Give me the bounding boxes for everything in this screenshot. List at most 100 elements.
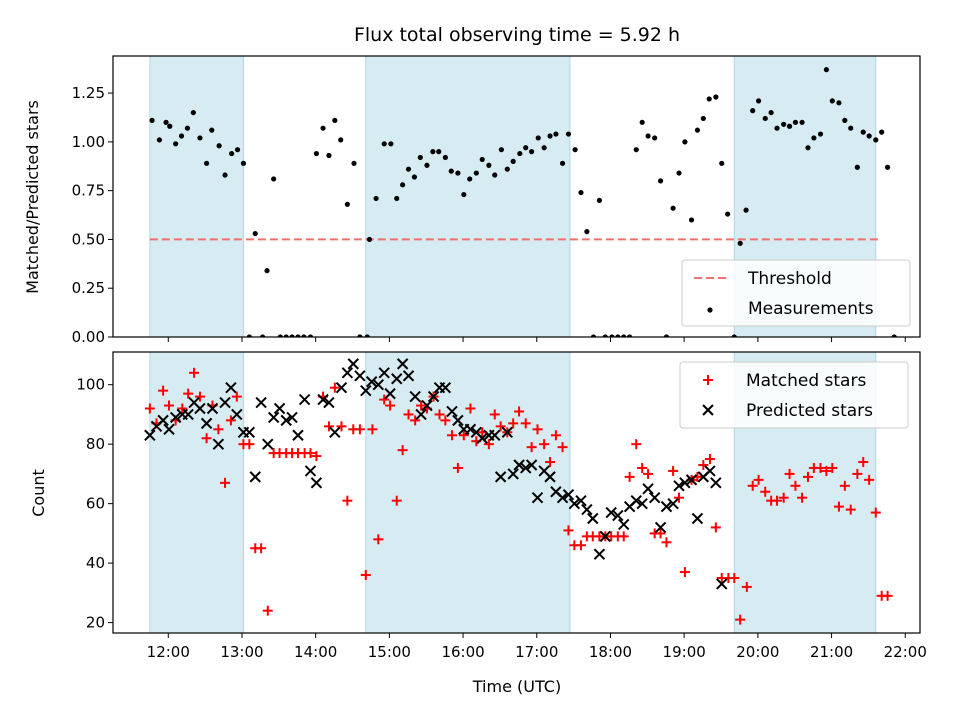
- matched-stars-point: [797, 492, 808, 503]
- measurement-point: [234, 147, 241, 153]
- predicted-stars-point: [157, 414, 169, 427]
- matched-stars-point: [194, 391, 205, 402]
- predicted-stars-point: [446, 405, 458, 418]
- measurement-point: [388, 141, 394, 147]
- measurement-point: [792, 119, 799, 125]
- bottom-legend: Matched stars Predicted stars: [679, 361, 909, 429]
- predicted-stars-point: [587, 512, 599, 525]
- matched-stars-point: [360, 570, 371, 581]
- predicted-stars-point: [520, 462, 532, 474]
- predicted-stars-point: [365, 376, 378, 388]
- measurement-point: [411, 174, 418, 180]
- measurement-point: [313, 150, 320, 157]
- y-tick-label: 0.50: [72, 230, 105, 248]
- measurement-point: [338, 137, 344, 143]
- predicted-stars-point: [378, 367, 390, 379]
- measurement-point: [430, 149, 436, 155]
- matched-stars-point: [747, 480, 758, 491]
- matched-stars-point: [729, 572, 740, 583]
- measurement-point: [799, 119, 805, 125]
- matched-stars-point: [624, 471, 635, 482]
- measurement-point: [553, 131, 559, 137]
- matched-stars-point: [882, 590, 893, 601]
- measurement-point: [455, 170, 461, 176]
- x-tick-label: 22:00: [884, 643, 927, 661]
- matched-stars-point: [379, 394, 390, 405]
- matched-stars-point: [668, 465, 679, 476]
- measurement-point: [203, 160, 210, 166]
- matched-stars-point: [563, 525, 574, 536]
- measurement-point: [364, 334, 370, 337]
- matched-stars-point: [447, 430, 458, 441]
- predicted-stars-point: [513, 459, 525, 471]
- top-legend: Threshold Measurements: [681, 259, 911, 327]
- measurement-point: [848, 125, 854, 131]
- matched-stars-point: [367, 424, 378, 435]
- predicted-stars-point: [206, 402, 219, 415]
- predicted-stars-point: [618, 518, 630, 531]
- measurement-point: [731, 334, 737, 337]
- predicted-stars-point: [182, 408, 194, 421]
- x-tick-label: 21:00: [810, 643, 853, 661]
- x-tick-label: 17:00: [515, 643, 558, 661]
- predicted-stars-point: [249, 471, 261, 483]
- matched-stars-point: [790, 480, 801, 491]
- predicted-stars-point: [630, 494, 642, 507]
- measurement-point: [381, 141, 387, 147]
- measurement-point: [240, 160, 247, 166]
- measurement-point: [559, 160, 566, 166]
- predicted-stars-point: [267, 411, 280, 424]
- x-axis-label: Time (UTC): [472, 677, 561, 696]
- matched-stars-point: [845, 504, 856, 515]
- predicted-stars-point: [415, 408, 427, 421]
- measurement-point: [209, 127, 215, 133]
- chart-title: Flux total observing time = 5.92 h: [354, 24, 680, 46]
- measurement-point: [283, 334, 289, 337]
- measurement-point: [627, 334, 633, 337]
- matched-stars-point: [329, 382, 340, 393]
- matched-stars-point: [870, 507, 881, 518]
- predicted-stars-point: [507, 468, 519, 480]
- matched-stars-point: [741, 581, 752, 592]
- matched-stars-point: [416, 400, 427, 411]
- matched-stars-point: [839, 480, 850, 491]
- matched-stars-point: [231, 391, 242, 402]
- measurement-point: [676, 170, 682, 176]
- legend-label: Matched stars: [746, 371, 866, 391]
- measurement-point: [492, 172, 498, 178]
- measurement-point: [719, 160, 725, 166]
- matched-stars-point: [698, 459, 709, 470]
- observing-interval-2: [365, 55, 571, 338]
- predicted-stars-point: [384, 387, 396, 400]
- predicted-stars-point: [304, 465, 317, 477]
- predicted-stars-point: [194, 402, 206, 415]
- matched-stars-point: [213, 424, 224, 435]
- matched-stars-point: [674, 492, 685, 503]
- predicted-stars-point: [685, 474, 698, 486]
- measurement-point: [149, 117, 155, 123]
- matched-stars-point: [575, 540, 586, 551]
- predicted-stars-point: [323, 396, 335, 409]
- predicted-stars-point: [427, 390, 440, 403]
- matched-stars-point: [735, 614, 746, 625]
- matched-stars-point: [440, 415, 451, 426]
- measurement-point: [768, 109, 774, 116]
- measurement-point: [750, 108, 756, 114]
- matched-stars-point: [550, 430, 561, 441]
- predicted-stars-point: [409, 390, 421, 403]
- measurement-point: [332, 117, 338, 123]
- measurement-point: [295, 334, 301, 337]
- matched-stars-point: [397, 445, 408, 456]
- measurement-point: [436, 149, 442, 155]
- predicted-stars-point: [660, 500, 673, 513]
- matched-stars-point: [557, 442, 568, 453]
- matched-stars-point: [815, 462, 826, 473]
- predicted-stars-point: [556, 491, 569, 504]
- legend-measurement-swatch: [707, 307, 713, 313]
- y-tick-label: 100: [76, 376, 105, 394]
- matched-stars-point: [262, 605, 273, 616]
- predicted-stars-point: [716, 578, 728, 590]
- measurement-point: [326, 152, 332, 159]
- legend-box: [679, 361, 909, 429]
